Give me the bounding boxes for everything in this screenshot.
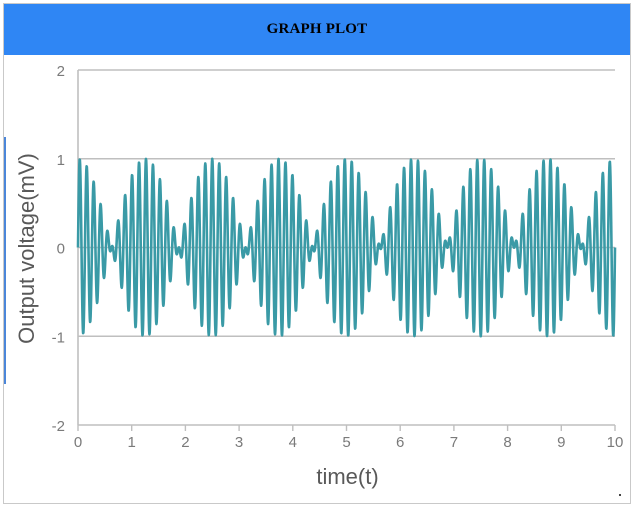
- chart-header: GRAPH PLOT: [4, 4, 630, 55]
- x-tick-label: 5: [342, 434, 350, 451]
- y-tick-label: 1: [57, 152, 65, 169]
- x-tick-label: 10: [607, 434, 624, 451]
- x-tick-label: 6: [396, 434, 404, 451]
- left-edge-marker: [4, 137, 6, 384]
- x-axis-label: time(t): [316, 464, 378, 489]
- x-tick-label: 3: [235, 434, 243, 451]
- corner-dot: [619, 494, 621, 496]
- y-tick-label: 2: [57, 63, 65, 80]
- x-tick-label: 2: [181, 434, 189, 451]
- x-tick-label: 1: [128, 434, 136, 451]
- x-tick-label: 7: [450, 434, 458, 451]
- y-tick-label: -2: [52, 418, 65, 435]
- chart-panel: GRAPH PLOT: [3, 3, 631, 504]
- chart-title: GRAPH PLOT: [266, 21, 368, 37]
- x-tick-label: 8: [503, 434, 511, 451]
- x-tick-label: 9: [557, 434, 565, 451]
- x-tick-label: 4: [289, 434, 297, 451]
- y-tick-label: 0: [57, 241, 65, 258]
- series-line: [76, 157, 617, 338]
- y-axis-label: Output voltage(mV): [14, 153, 39, 344]
- y-tick-label: -1: [52, 329, 65, 346]
- x-tick-label: 0: [74, 434, 82, 451]
